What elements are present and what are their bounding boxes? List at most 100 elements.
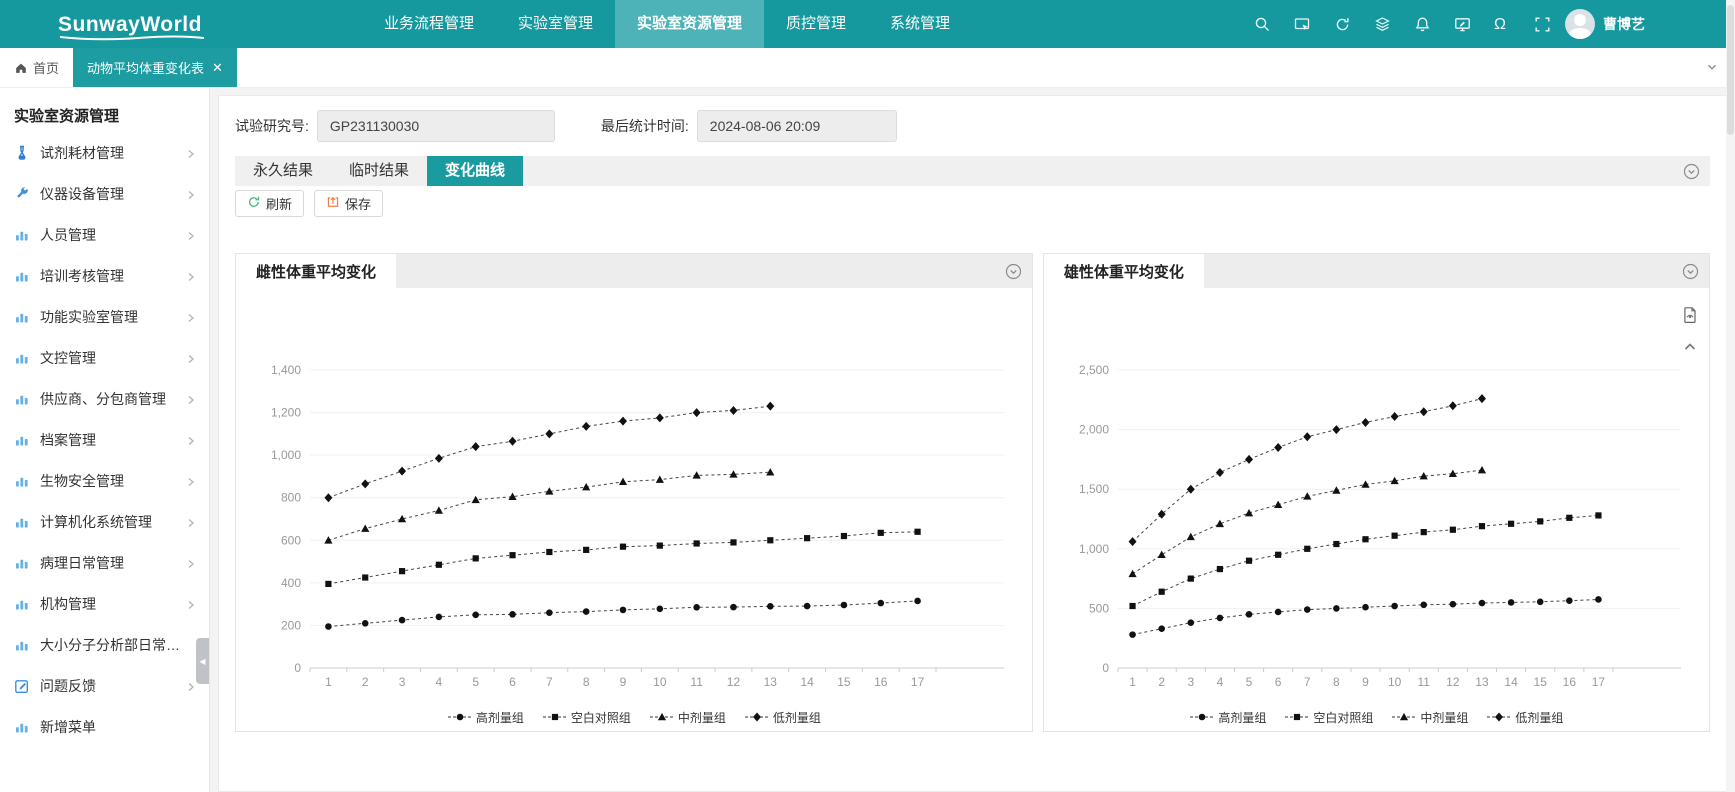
legend-label: 高剂量组	[1218, 710, 1267, 725]
panel-cursor-icon[interactable]	[1294, 16, 1311, 33]
top-icon-row: Ω	[1254, 16, 1551, 33]
chevron-up-icon[interactable]	[1679, 336, 1701, 358]
chart-panel-body: 0 200 400 600 800 1,000 1,200 1,400 1 2 3 4 5 6 7 8 9 10 1…	[236, 288, 1032, 731]
sidebar-item-label: 计算机化系统管理	[40, 513, 152, 530]
sidebar-item-10[interactable]: 病理日常管理	[0, 542, 209, 583]
sidebar-item-label: 档案管理	[40, 431, 96, 448]
bar-chart-icon	[14, 719, 30, 735]
avatar[interactable]	[1565, 9, 1595, 39]
study-number-label: 试验研究号:	[235, 118, 309, 134]
chevron-right-icon	[185, 475, 197, 487]
legend-item-空白对照组[interactable]: 空白对照组	[1284, 709, 1373, 726]
legend-item-高剂量组[interactable]: 高剂量组	[447, 709, 524, 726]
bar-chart-icon	[14, 350, 30, 366]
svg-text:800: 800	[281, 491, 301, 505]
sidebar-item-7[interactable]: 档案管理	[0, 419, 209, 460]
sidebar-item-3[interactable]: 培训考核管理	[0, 255, 209, 296]
sidebar-item-4[interactable]: 功能实验室管理	[0, 296, 209, 337]
top-nav-item-3[interactable]: 质控管理	[786, 15, 847, 32]
username: 曹博艺	[1603, 16, 1645, 32]
sidebar-item-label: 新增菜单	[40, 718, 96, 735]
sidebar-item-6[interactable]: 供应商、分包商管理	[0, 378, 209, 419]
legend-item-低剂量组[interactable]: 低剂量组	[1486, 709, 1563, 726]
sidebar-item-5[interactable]: 文控管理	[0, 337, 209, 378]
top-nav-item-1[interactable]: 实验室管理	[517, 15, 593, 32]
top-nav-item-4[interactable]: 系统管理	[890, 15, 951, 32]
search-icon[interactable]	[1254, 16, 1271, 33]
fullscreen-icon[interactable]	[1534, 16, 1551, 33]
sidebar-item-14[interactable]: 新增菜单	[0, 706, 209, 747]
svg-text:5: 5	[1245, 675, 1252, 689]
feedback-icon	[14, 678, 30, 694]
svg-text:200: 200	[281, 618, 301, 632]
bar-chart-icon	[14, 555, 30, 571]
sidebar-item-8[interactable]: 生物安全管理	[0, 460, 209, 501]
svg-text:9: 9	[1362, 675, 1369, 689]
user-box[interactable]: 曹博艺	[1565, 9, 1645, 39]
app-logo: SunwayWorld	[58, 14, 205, 40]
svg-text:12: 12	[727, 675, 741, 689]
svg-text:8: 8	[1333, 675, 1340, 689]
chevron-right-icon	[185, 557, 197, 569]
tab-home[interactable]: 首页	[0, 48, 73, 87]
sidebar-item-1[interactable]: 仪器设备管理	[0, 173, 209, 214]
result-tab-0[interactable]: 永久结果	[253, 162, 314, 179]
svg-text:10: 10	[1388, 675, 1402, 689]
svg-text:2,000: 2,000	[1079, 423, 1109, 437]
bell-icon[interactable]	[1414, 16, 1431, 33]
legend-label: 高剂量组	[475, 710, 524, 725]
sidebar-item-9[interactable]: 计算机化系统管理	[0, 501, 209, 542]
svg-text:17: 17	[911, 675, 925, 689]
legend-item-中剂量组[interactable]: 中剂量组	[1391, 709, 1468, 726]
sidebar-item-13[interactable]: 问题反馈	[0, 665, 209, 706]
svg-text:10: 10	[653, 675, 667, 689]
svg-text:6: 6	[509, 675, 516, 689]
chart-panel-male: 雄性体重平均变化 0 500 1,000 1,500 2,000 2,500 1 2 3 4 5 6 7…	[1042, 253, 1710, 732]
monitor-edit-icon[interactable]	[1454, 16, 1471, 33]
legend-item-空白对照组[interactable]: 空白对照组	[542, 709, 631, 726]
chevron-right-icon	[185, 311, 197, 323]
study-number-input[interactable]: GP231130030	[316, 110, 555, 142]
collapse-circle-icon[interactable]	[1005, 263, 1022, 280]
top-header: SunwayWorld 业务流程管理 实验室管理 实验室资源管理 质控管理 系统管理 Ω…	[0, 0, 1735, 48]
page-tab-bar: 首页 动物平均体重变化表 ✕	[0, 48, 1735, 88]
sidebar-item-label: 供应商、分包商管理	[40, 390, 166, 407]
sidebar-collapse-handle[interactable]: ◀	[196, 638, 209, 684]
sidebar-item-2[interactable]: 人员管理	[0, 214, 209, 255]
top-nav-item-2[interactable]: 实验室资源管理	[615, 0, 765, 48]
omega-icon[interactable]: Ω	[1494, 15, 1506, 33]
reagent-icon	[14, 145, 30, 161]
legend-label: 空白对照组	[570, 710, 631, 725]
scrollbar-thumb[interactable]	[1727, 5, 1734, 135]
refresh-button[interactable]: 刷新	[235, 190, 305, 217]
last-stat-time-input[interactable]: 2024-08-06 20:09	[696, 110, 897, 142]
page-scrollbar[interactable]	[1726, 0, 1735, 792]
chevron-down-icon[interactable]	[1705, 60, 1719, 74]
collapse-circle-icon[interactable]	[1683, 163, 1700, 180]
refresh-green-icon	[247, 195, 261, 212]
save-button[interactable]: 保存	[314, 190, 384, 217]
tab-home-label: 首页	[33, 61, 60, 76]
legend-item-低剂量组[interactable]: 低剂量组	[744, 709, 821, 726]
sidebar-item-0[interactable]: 试剂耗材管理	[0, 132, 209, 173]
top-nav-item-0[interactable]: 业务流程管理	[383, 15, 474, 32]
legend-item-中剂量组[interactable]: 中剂量组	[649, 709, 726, 726]
export-report-icon[interactable]	[1679, 304, 1701, 326]
collapse-circle-icon[interactable]	[1682, 263, 1699, 280]
svg-text:3: 3	[399, 675, 406, 689]
sidebar-item-12[interactable]: 大小分子分析部日常…	[0, 624, 209, 665]
result-tab-2[interactable]: 变化曲线	[427, 156, 524, 186]
sidebar-item-label: 功能实验室管理	[40, 308, 138, 325]
legend-item-高剂量组[interactable]: 高剂量组	[1189, 709, 1266, 726]
close-icon[interactable]: ✕	[212, 59, 223, 75]
sidebar-item-label: 培训考核管理	[40, 267, 124, 284]
tab-animal-weight[interactable]: 动物平均体重变化表 ✕	[73, 48, 237, 87]
result-tab-1[interactable]: 临时结果	[349, 162, 410, 179]
chevron-right-icon	[185, 434, 197, 446]
sidebar-item-11[interactable]: 机构管理	[0, 583, 209, 624]
layers-icon[interactable]	[1374, 16, 1391, 33]
legend-label: 低剂量组	[1515, 710, 1564, 725]
refresh-icon[interactable]	[1334, 16, 1351, 33]
